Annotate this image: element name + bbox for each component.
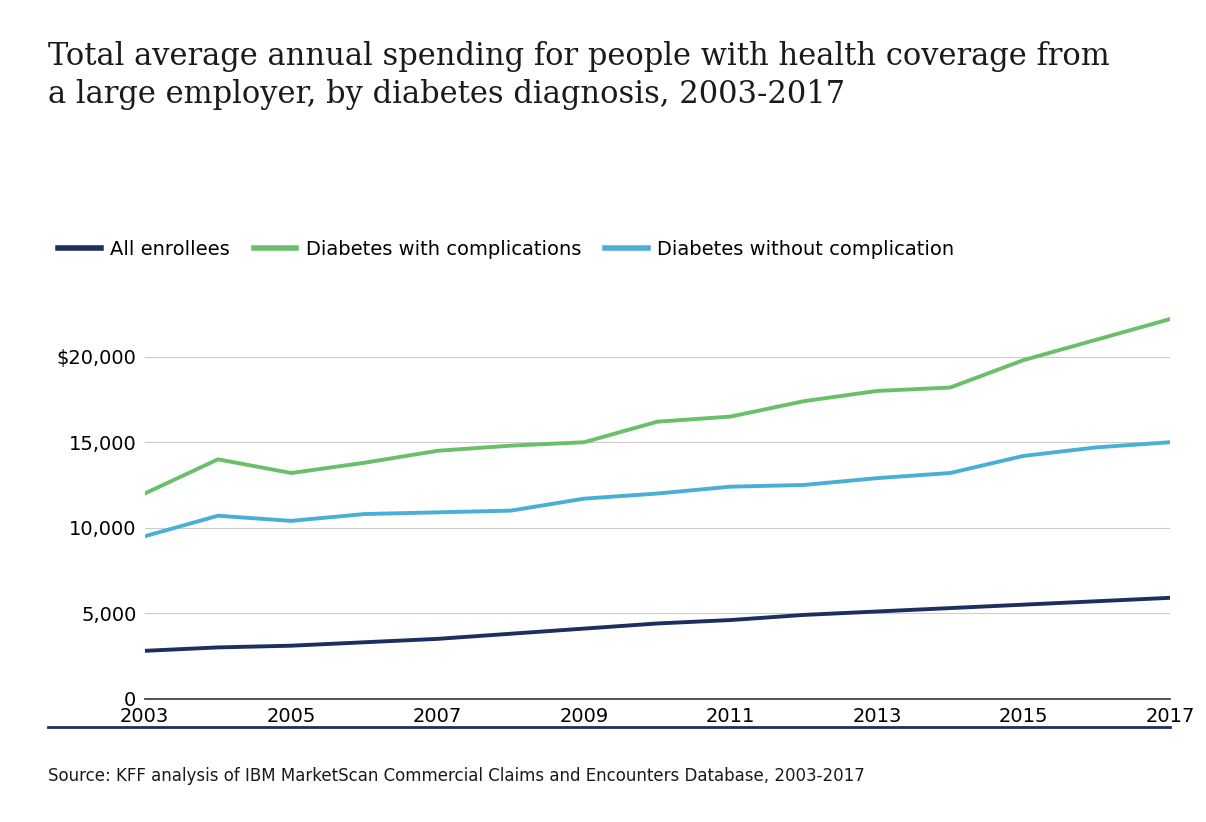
- Diabetes without complication: [1017, 451, 1031, 461]
- Diabetes without complication: [1089, 442, 1103, 452]
- Line: Diabetes without complication: Diabetes without complication: [145, 442, 1170, 536]
- Diabetes with complications: [211, 455, 226, 464]
- Diabetes without complication: [431, 507, 445, 517]
- Line: Diabetes with complications: Diabetes with complications: [145, 319, 1170, 493]
- Diabetes with complications: [796, 396, 810, 406]
- Text: Source: KFF analysis of IBM MarketScan Commercial Claims and Encounters Database: Source: KFF analysis of IBM MarketScan C…: [48, 767, 865, 785]
- Diabetes with complications: [283, 468, 298, 478]
- All enrollees: [943, 603, 958, 613]
- Diabetes without complication: [576, 494, 591, 504]
- All enrollees: [357, 637, 371, 647]
- Diabetes without complication: [1163, 437, 1177, 447]
- Diabetes with complications: [1017, 355, 1031, 365]
- Diabetes without complication: [211, 510, 226, 520]
- Diabetes with complications: [137, 488, 152, 498]
- Diabetes without complication: [650, 488, 665, 498]
- Diabetes with complications: [357, 458, 371, 468]
- Diabetes without complication: [137, 531, 152, 541]
- All enrollees: [1017, 600, 1031, 610]
- Diabetes without complication: [870, 473, 884, 483]
- All enrollees: [870, 607, 884, 616]
- Diabetes with complications: [576, 437, 591, 447]
- All enrollees: [504, 629, 519, 639]
- Diabetes without complication: [283, 516, 298, 526]
- Line: All enrollees: All enrollees: [145, 598, 1170, 651]
- All enrollees: [1163, 593, 1177, 603]
- Diabetes with complications: [504, 441, 519, 450]
- All enrollees: [137, 646, 152, 656]
- Diabetes with complications: [650, 417, 665, 427]
- Text: Total average annual spending for people with health coverage from
a large emplo: Total average annual spending for people…: [48, 41, 1110, 110]
- Diabetes with complications: [431, 446, 445, 455]
- Legend: All enrollees, Diabetes with complications, Diabetes without complication: All enrollees, Diabetes with complicatio…: [58, 240, 954, 259]
- Diabetes without complication: [943, 468, 958, 478]
- All enrollees: [724, 615, 738, 625]
- Diabetes without complication: [357, 509, 371, 519]
- Diabetes with complications: [1163, 314, 1177, 324]
- Diabetes without complication: [724, 482, 738, 492]
- All enrollees: [211, 643, 226, 653]
- Diabetes with complications: [724, 412, 738, 422]
- All enrollees: [1089, 596, 1103, 606]
- Diabetes with complications: [943, 382, 958, 392]
- Diabetes with complications: [870, 386, 884, 396]
- Diabetes without complication: [796, 480, 810, 490]
- All enrollees: [576, 624, 591, 634]
- All enrollees: [650, 618, 665, 628]
- All enrollees: [796, 610, 810, 620]
- Diabetes with complications: [1089, 335, 1103, 344]
- All enrollees: [431, 634, 445, 644]
- All enrollees: [283, 641, 298, 651]
- Diabetes without complication: [504, 506, 519, 515]
